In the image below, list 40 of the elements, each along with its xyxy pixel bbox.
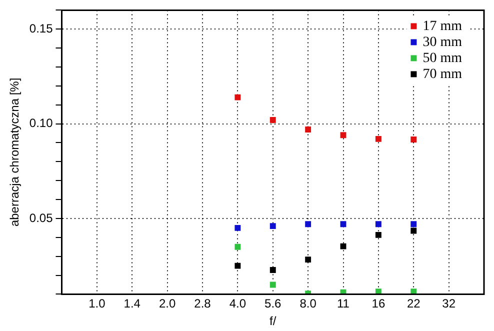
x-tick-label: 4.0 [229, 296, 246, 311]
point [410, 228, 417, 234]
x-tick-label: 5.6 [264, 296, 282, 311]
point [305, 256, 312, 263]
x-axis-title: f/ [270, 314, 277, 328]
legend-label: 50 mm [422, 50, 462, 66]
y-tick-label: 0.05 [29, 210, 54, 225]
point [305, 126, 312, 132]
point [234, 244, 241, 250]
x-tick-label: 16 [372, 296, 386, 311]
point [270, 282, 276, 288]
y-tick-label: 0.15 [29, 21, 54, 36]
point [375, 136, 382, 142]
x-tick-label: 1.0 [88, 296, 106, 311]
point [410, 221, 417, 228]
x-tick-label: 22 [406, 296, 421, 311]
legend-label: 17 mm [422, 18, 462, 34]
point [375, 221, 382, 228]
legend-label: 30 mm [422, 34, 462, 50]
point [340, 132, 346, 138]
point [270, 266, 276, 273]
point [234, 94, 241, 100]
legend-label: 70 mm [422, 66, 462, 82]
point [375, 232, 382, 238]
y-tick-label: 0.10 [29, 116, 54, 130]
x-tick-label: 2.8 [194, 296, 212, 311]
point [340, 243, 346, 250]
point [305, 221, 312, 228]
x-tick-label: 1.4 [124, 296, 141, 311]
x-tick-label: 8.0 [300, 296, 317, 311]
y-axis-title: aberracja chromatyczna [%] [8, 78, 22, 227]
x-tick-label: 2.0 [158, 296, 176, 311]
x-tick-label: 32 [442, 296, 456, 311]
point [234, 262, 241, 269]
point [234, 224, 241, 231]
point [340, 221, 346, 228]
point [410, 136, 417, 142]
point [270, 117, 276, 123]
point [270, 223, 276, 230]
x-tick-label: 11 [337, 296, 350, 311]
